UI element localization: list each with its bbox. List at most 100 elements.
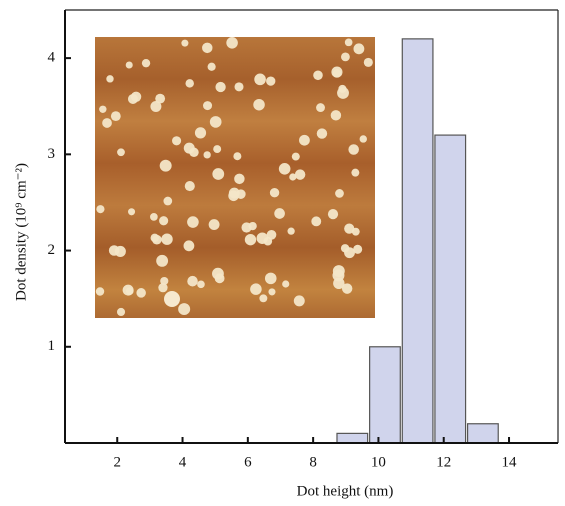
afm-dot (353, 43, 365, 55)
afm-dot (194, 127, 207, 139)
afm-dot (106, 75, 114, 83)
afm-dot (287, 227, 295, 235)
x-tick-label: 10 (371, 454, 386, 470)
y-tick-label: 4 (48, 50, 56, 66)
afm-dot (156, 254, 169, 267)
afm-dot (256, 232, 269, 244)
afm-dot (289, 173, 297, 181)
afm-dot (161, 233, 173, 245)
afm-dot (178, 303, 191, 316)
afm-dot (341, 283, 353, 294)
afm-dot (351, 168, 360, 177)
afm-dot (254, 73, 266, 86)
afm-dot (359, 135, 367, 143)
afm-dot (332, 69, 342, 78)
afm-dot (293, 295, 305, 307)
afm-dot (266, 76, 276, 86)
afm-dot (244, 233, 257, 246)
afm-dot (212, 168, 225, 180)
afm-dot (127, 93, 138, 104)
afm-dot (228, 190, 239, 202)
y-tick-label: 1 (48, 338, 56, 354)
afm-dot (164, 291, 180, 307)
afm-dot (158, 283, 168, 293)
afm-dot (99, 105, 107, 113)
afm-dot (122, 284, 134, 296)
afm-dot (150, 233, 159, 243)
afm-dot (344, 38, 353, 47)
afm-dot (250, 283, 262, 295)
afm-dot (203, 101, 213, 111)
afm-dot (203, 151, 211, 159)
afm-dot (214, 273, 225, 284)
afm-dot (215, 81, 226, 93)
afm-dot (311, 216, 322, 227)
afm-dot (294, 169, 306, 180)
afm-dot (269, 188, 280, 198)
afm-dot (316, 128, 328, 139)
afm-dot (116, 307, 126, 317)
afm-dot (160, 276, 169, 286)
afm-dot (209, 116, 222, 128)
afm-dot (353, 244, 363, 254)
afm-dot (313, 70, 323, 81)
afm-dot (291, 152, 300, 161)
afm-dot (264, 272, 277, 285)
afm-dot (189, 147, 199, 158)
afm-dot (248, 221, 257, 231)
afm-dot (163, 196, 173, 206)
x-tick-label: 8 (309, 454, 317, 470)
afm-dot (184, 181, 195, 192)
afm-dot (183, 240, 195, 252)
bar (401, 38, 434, 444)
afm-dot (268, 288, 276, 296)
afm-dot (259, 294, 268, 303)
x-tick-label: 4 (179, 454, 187, 470)
afm-dot (102, 118, 112, 128)
afm-dot (155, 93, 166, 104)
afm-dot (278, 162, 291, 175)
afm-dot (341, 52, 350, 62)
afm-dot (181, 39, 189, 47)
y-tick-label: 3 (48, 146, 56, 162)
afm-dot (363, 57, 373, 67)
y-axis-label: Dot density (10⁹ cm⁻²) (13, 163, 29, 301)
bar (369, 346, 401, 444)
x-tick-label: 2 (113, 454, 121, 470)
afm-dot (136, 288, 146, 298)
afm-dot (117, 148, 125, 157)
afm-dot (330, 110, 342, 121)
afm-dot (197, 280, 205, 289)
afm-dot (202, 42, 213, 54)
afm-dot (327, 209, 339, 220)
afm-dot (253, 98, 265, 111)
afm-dot (159, 216, 169, 226)
bar (336, 432, 369, 444)
x-tick-label: 12 (436, 454, 451, 470)
y-tick-label: 2 (48, 242, 56, 258)
afm-inset-image (95, 37, 375, 318)
afm-dot (274, 208, 285, 219)
afm-dot (234, 173, 245, 185)
x-axis-label: Dot height (nm) (297, 483, 394, 499)
afm-dot (159, 159, 172, 172)
afm-dot (208, 219, 220, 231)
afm-dot (95, 287, 105, 296)
afm-dot (150, 101, 162, 113)
afm-dot (282, 280, 290, 288)
afm-dot (141, 58, 151, 68)
afm-dot (344, 247, 355, 259)
afm-dot (187, 216, 199, 228)
afm-dot (266, 229, 277, 240)
afm-dot (114, 245, 126, 258)
afm-dot (128, 208, 136, 216)
x-tick-label: 6 (244, 454, 252, 470)
afm-dot (150, 213, 158, 221)
afm-dot (338, 84, 347, 93)
afm-dot (110, 111, 121, 122)
afm-dot (185, 79, 194, 88)
afm-dot (213, 145, 222, 154)
afm-dot (125, 61, 133, 69)
afm-dot (316, 103, 325, 113)
bar (466, 423, 499, 444)
